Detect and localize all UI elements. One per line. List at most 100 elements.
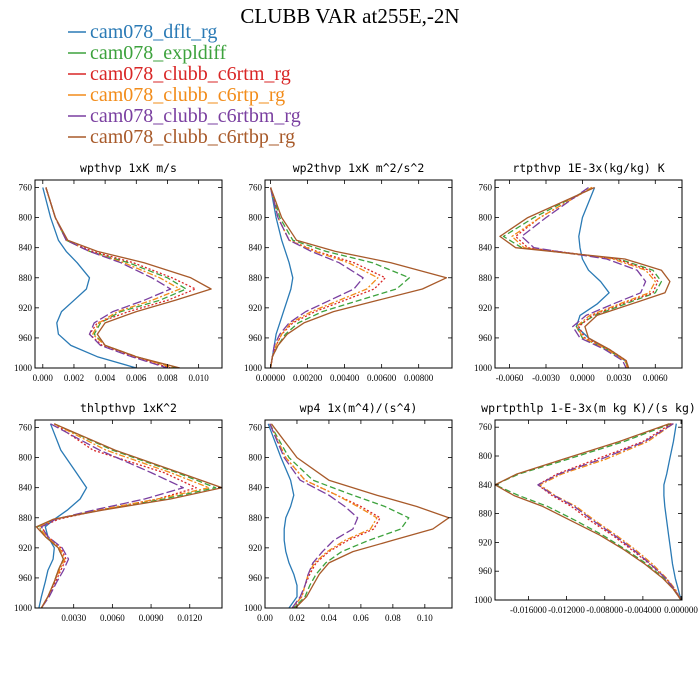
x-tick-label: 0.00400 (330, 373, 360, 383)
legend-entry: cam078_clubb_c6rtbp_rg (68, 126, 295, 148)
y-tick-label: 760 (249, 423, 263, 433)
y-tick-label: 1000 (244, 603, 263, 613)
x-tick-label: 0.0000 (570, 373, 595, 383)
y-tick-label: 760 (249, 183, 263, 193)
legend-entry: cam078_expldiff (68, 42, 227, 64)
series-group (35, 423, 222, 608)
y-tick-label: 920 (479, 537, 493, 547)
figure-title: CLUBB VAR at255E,-2N (240, 4, 459, 28)
legend-label: cam078_dflt_rg (90, 21, 217, 43)
series-line-6 (499, 186, 671, 368)
x-tick-label: 0.00000 (256, 373, 286, 383)
series-line-3 (514, 186, 659, 368)
series-line-2 (269, 423, 410, 608)
legend-label: cam078_clubb_c6rtbp_rg (90, 126, 295, 148)
panel-5: wp4 1x(m^4)/(s^4)76080084088092096010000… (244, 401, 453, 623)
series-line-2 (495, 422, 682, 600)
plot-frame (34, 419, 223, 609)
y-tick-label: 880 (479, 509, 493, 519)
series-group (499, 186, 671, 368)
x-tick-label: 0.008 (157, 373, 178, 383)
series-line-4 (539, 423, 682, 600)
panel-title: wp4 1x(m^4)/(s^4) (300, 401, 418, 415)
series-line-4 (38, 423, 210, 608)
x-tick-label: 0.004 (95, 373, 116, 383)
series-line-3 (45, 187, 197, 368)
x-tick-label: 0.0120 (177, 613, 202, 623)
series-line-1 (38, 423, 88, 608)
series-line-6 (269, 187, 448, 368)
x-tick-label: 0.0030 (606, 373, 631, 383)
y-tick-label: 880 (19, 273, 33, 283)
panel-4: thlpthvp 1xK^2 760 800 840 880 920 960 1000 0.00… (14, 401, 223, 623)
y-tick-label: 840 (479, 243, 493, 253)
series-line-2 (36, 423, 217, 608)
y-tick-label: 760 (19, 423, 33, 433)
y-tick-label: 840 (249, 243, 263, 253)
x-tick-label: 0.00200 (293, 373, 323, 383)
x-tick-label: -0.0030 (532, 373, 560, 383)
y-tick-label: 840 (479, 480, 493, 490)
y-tick-label: 840 (19, 243, 33, 253)
y-tick-label: 960 (479, 566, 493, 576)
x-tick-label: 0.002 (64, 373, 84, 383)
legend-entry: cam078_clubb_c6rtm_rg (68, 63, 291, 85)
series-line-6 (35, 423, 222, 608)
panel-title: thlpthvp 1xK^2 (80, 401, 177, 415)
series-line-5 (269, 187, 364, 368)
x-tick-label: -0.012000 (548, 605, 585, 615)
series-line-5 (537, 423, 682, 600)
x-tick-label: 0.000000 (664, 605, 698, 615)
legend-entry: cam078_dflt_rg (68, 21, 217, 43)
series-line-1 (267, 423, 298, 608)
y-tick-label: 920 (479, 303, 493, 313)
x-tick-label: -0.0060 (496, 373, 524, 383)
series-line-5 (521, 186, 647, 368)
x-tick-label: 0.0030 (61, 613, 86, 623)
plot-frame (34, 179, 223, 369)
x-tick-label: 0.02 (289, 613, 305, 623)
x-tick-label: 0.006 (126, 373, 147, 383)
y-tick-label: 800 (249, 453, 263, 463)
x-tick-label: 0.04 (321, 613, 337, 623)
x-tick-label: 0.0060 (643, 373, 668, 383)
y-tick-label: 960 (249, 333, 263, 343)
series-line-1 (663, 423, 682, 600)
y-tick-label: 960 (19, 573, 33, 583)
y-tick-label: 880 (19, 513, 33, 523)
x-tick-label: 0.00 (257, 613, 273, 623)
x-tick-label: 0.0090 (139, 613, 164, 623)
y-tick-label: 880 (479, 273, 493, 283)
y-tick-label: 1000 (244, 363, 263, 373)
series-group (267, 423, 450, 608)
y-tick-label: 1000 (14, 603, 33, 613)
panel-title: wpthvp 1xK m/s (80, 161, 177, 175)
series-line-5 (40, 423, 184, 608)
panel-6: wprtpthlp 1-E-3x(m kg K)/(s kg) 760 800 840… (474, 401, 698, 615)
panel-1: wpthvp 1xK m/s76080084088092096010000.00… (14, 161, 223, 383)
y-tick-label: 880 (249, 273, 263, 283)
y-tick-label: 1000 (474, 595, 493, 605)
y-tick-label: 920 (249, 543, 263, 553)
x-tick-label: 0.0060 (100, 613, 125, 623)
y-tick-label: 800 (479, 213, 493, 223)
y-tick-label: 760 (19, 183, 33, 193)
x-tick-label: 0.00800 (404, 373, 434, 383)
y-tick-label: 800 (19, 213, 33, 223)
y-tick-label: 1000 (474, 363, 493, 373)
x-tick-label: 0.08 (385, 613, 401, 623)
y-tick-label: 800 (19, 453, 33, 463)
y-tick-label: 840 (19, 483, 33, 493)
y-tick-label: 960 (249, 573, 263, 583)
x-tick-label: -0.004000 (625, 605, 662, 615)
y-tick-label: 800 (479, 451, 493, 461)
y-tick-label: 920 (19, 543, 33, 553)
series-line-5 (269, 423, 359, 608)
series-line-2 (502, 186, 663, 368)
y-tick-label: 800 (249, 213, 263, 223)
series-group (269, 187, 448, 368)
plot-frame (264, 179, 453, 369)
legend-label: cam078_clubb_c6rtp_rg (90, 84, 285, 106)
y-tick-label: 960 (19, 333, 33, 343)
series-group (495, 422, 682, 600)
